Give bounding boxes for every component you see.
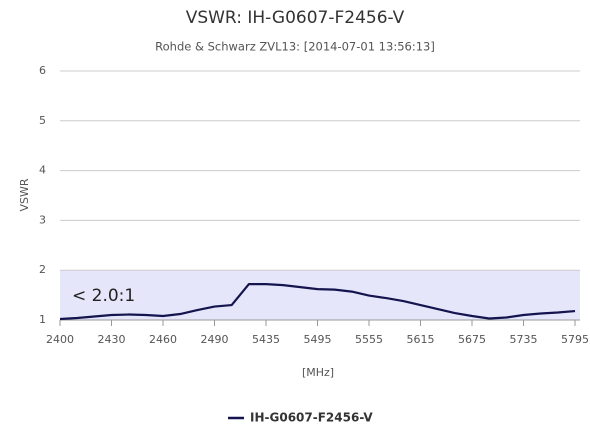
y-tick-label: 2 — [39, 263, 46, 276]
x-tick-label: 2460 — [149, 333, 177, 346]
series-line — [59, 283, 576, 321]
x-tick-label: 2490 — [201, 333, 229, 346]
chart-title: VSWR: IH-G0607-F2456-V — [186, 8, 405, 28]
plot-band — [60, 270, 580, 320]
x-tick-label: 5735 — [510, 333, 538, 346]
x-tick-label: 5495 — [304, 333, 332, 346]
y-tick-label: 5 — [39, 114, 46, 127]
chart-subtitle: Rohde & Schwarz ZVL13: [2014-07-01 13:56… — [155, 40, 435, 54]
y-tick-label: 3 — [39, 213, 46, 226]
x-tick-label: 5615 — [407, 333, 435, 346]
x-tick-label: 5435 — [252, 333, 280, 346]
legend-label: IH-G0607-F2456-V — [250, 411, 373, 425]
y-tick-label: 4 — [39, 164, 46, 177]
x-axis-label: [MHz] — [302, 366, 334, 379]
y-tick-label: 6 — [39, 64, 46, 77]
y-tick-label: 1 — [39, 313, 46, 326]
x-tick-label: 5555 — [355, 333, 383, 346]
band-label: < 2.0:1 — [72, 286, 135, 306]
x-tick-label: 5795 — [561, 333, 589, 346]
x-tick-label: 2430 — [98, 333, 126, 346]
y-axis-label: VSWR — [18, 178, 31, 211]
x-tick-label: 5675 — [458, 333, 486, 346]
x-tick-label: 2400 — [46, 333, 74, 346]
